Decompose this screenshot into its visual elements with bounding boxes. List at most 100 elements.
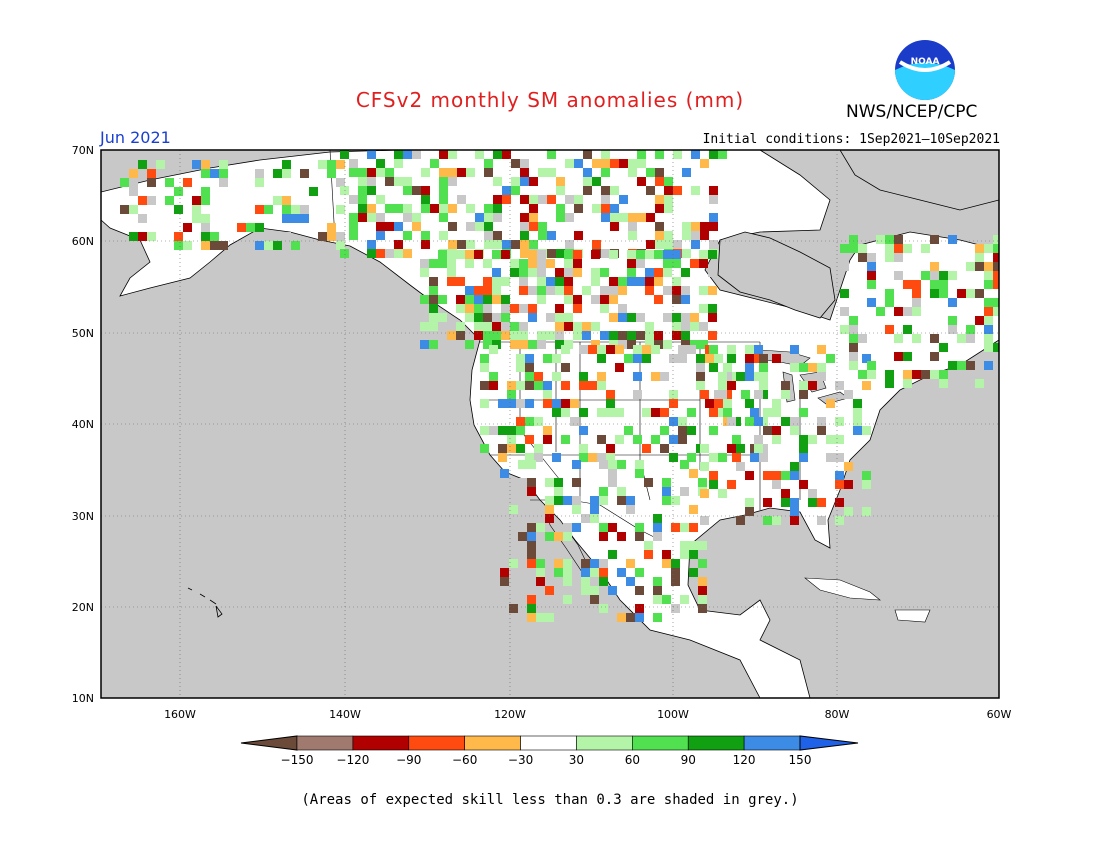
anomaly-cell	[709, 480, 718, 489]
anomaly-cell	[588, 453, 597, 462]
anomaly-cell	[709, 426, 718, 435]
anomaly-cell	[493, 213, 502, 222]
anomaly-cell	[849, 361, 858, 370]
anomaly-cell	[600, 331, 609, 340]
anomaly-cell	[493, 240, 502, 249]
anomaly-cell	[492, 286, 501, 295]
anomaly-cell	[699, 322, 708, 331]
anomaly-cell	[282, 160, 291, 169]
anomaly-cell	[483, 322, 492, 331]
anomaly-cell	[561, 363, 570, 372]
anomaly-cell	[545, 586, 554, 595]
anomaly-cell	[653, 586, 662, 595]
anomaly-cell	[582, 322, 591, 331]
noaa-logo-text: NOAA	[911, 57, 940, 67]
map-area	[101, 150, 999, 698]
anomaly-cell	[438, 313, 447, 322]
anomaly-cell	[862, 471, 871, 480]
anomaly-cell	[844, 462, 853, 471]
anomaly-cell	[680, 487, 689, 496]
anomaly-cell	[682, 231, 691, 240]
anomaly-cell	[626, 577, 635, 586]
anomaly-cell	[447, 277, 456, 286]
anomaly-cell	[808, 363, 817, 372]
anomaly-cell	[582, 331, 591, 340]
anomaly-cell	[394, 177, 403, 186]
anomaly-cell	[690, 259, 699, 268]
anomaly-cell	[403, 204, 412, 213]
anomaly-cell	[655, 222, 664, 231]
anomaly-cell	[537, 259, 546, 268]
anomaly-cell	[673, 240, 682, 249]
anomaly-cell	[698, 478, 707, 487]
anomaly-cell	[385, 249, 394, 258]
anomaly-cell	[465, 259, 474, 268]
anomaly-cell	[545, 532, 554, 541]
anomaly-cell	[367, 186, 376, 195]
anomaly-cell	[655, 240, 664, 249]
anomaly-cell	[129, 205, 138, 214]
anomaly-cell	[669, 435, 678, 444]
anomaly-cell	[438, 295, 447, 304]
anomaly-cell	[516, 417, 525, 426]
anomaly-cell	[763, 471, 772, 480]
colorbar-arrow-high	[799, 735, 859, 751]
anomaly-cell	[516, 426, 525, 435]
anomaly-cell	[678, 417, 687, 426]
anomaly-cell	[903, 307, 912, 316]
anomaly-cell	[492, 268, 501, 277]
anomaly-cell	[599, 496, 608, 505]
anomaly-cell	[664, 204, 673, 213]
anomaly-cell	[219, 169, 228, 178]
anomaly-cell	[545, 505, 554, 514]
anomaly-cell	[608, 586, 617, 595]
anomaly-cell	[282, 205, 291, 214]
anomaly-cell	[591, 250, 600, 259]
colorbar-tick-label: −120	[336, 753, 369, 767]
anomaly-cell	[894, 235, 903, 244]
anomaly-cell	[618, 331, 627, 340]
anomaly-cell	[680, 460, 689, 469]
anomaly-cell	[664, 240, 673, 249]
anomaly-cell	[876, 235, 885, 244]
anomaly-cell	[689, 541, 698, 550]
anomaly-cell	[790, 363, 799, 372]
anomaly-cell	[394, 150, 403, 159]
anomaly-cell	[564, 295, 573, 304]
anomaly-cell	[483, 340, 492, 349]
anomaly-cell	[528, 259, 537, 268]
anomaly-cell	[556, 213, 565, 222]
anomaly-cell	[501, 322, 510, 331]
anomaly-cell	[698, 604, 707, 613]
colorbar-box	[408, 735, 465, 751]
anomaly-cell	[543, 435, 552, 444]
anomaly-cell	[561, 399, 570, 408]
anomaly-cell	[429, 259, 438, 268]
anomaly-cell	[772, 480, 781, 489]
anomaly-cell	[552, 453, 561, 462]
anomaly-cell	[601, 168, 610, 177]
map-frame	[100, 149, 1000, 699]
anomaly-cell	[554, 487, 563, 496]
anomaly-cell	[421, 195, 430, 204]
anomaly-cell	[653, 514, 662, 523]
anomaly-cell	[264, 205, 273, 214]
anomaly-cell	[862, 480, 871, 489]
lat-tick-label: 40N	[72, 418, 94, 431]
anomaly-cell	[579, 345, 588, 354]
anomaly-cell	[781, 381, 790, 390]
anomaly-cell	[993, 244, 999, 253]
colorbar-tick-label: 90	[681, 753, 696, 767]
anomaly-cell	[120, 205, 129, 214]
anomaly-cell	[844, 480, 853, 489]
anomaly-cell	[645, 268, 654, 277]
anomaly-cell	[662, 478, 671, 487]
anomaly-cell	[484, 204, 493, 213]
anomaly-cell	[637, 150, 646, 159]
anomaly-cell	[507, 390, 516, 399]
lon-tick-label: 80W	[825, 708, 850, 721]
anomaly-cell	[501, 295, 510, 304]
anomaly-cell	[705, 399, 714, 408]
anomaly-cell	[664, 195, 673, 204]
